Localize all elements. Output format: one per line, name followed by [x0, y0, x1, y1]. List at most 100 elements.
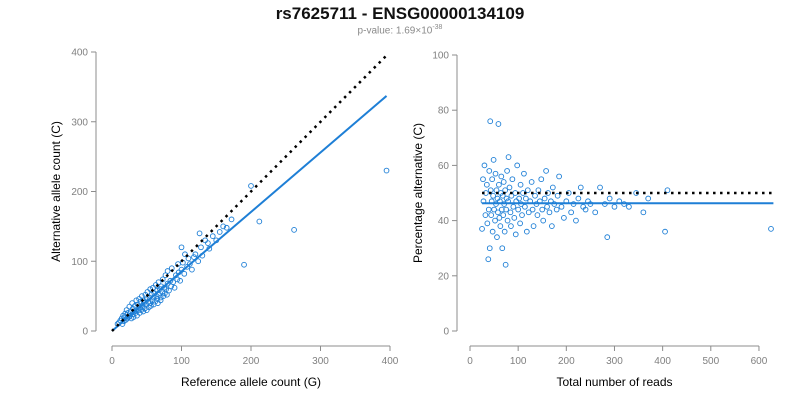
- left-x-tick-label: 300: [312, 356, 329, 367]
- left-y-tick-label: 100: [71, 257, 88, 268]
- left-data-point: [164, 268, 171, 274]
- right-data-point: [544, 203, 550, 210]
- right-data-point: [517, 181, 524, 188]
- right-data-point: [482, 212, 489, 218]
- left-data-point: [383, 167, 390, 174]
- left-y-tick-label: 300: [71, 117, 88, 128]
- right-data-point: [486, 245, 493, 252]
- left-data-point: [177, 277, 183, 284]
- right-data-point: [558, 203, 565, 210]
- right-data-point: [489, 228, 496, 235]
- left-data-point: [256, 218, 263, 225]
- left-y-tick-label: 200: [71, 187, 88, 198]
- left-data-point: [181, 270, 188, 277]
- right-data-point: [498, 206, 505, 213]
- right-x-tick-label: 100: [510, 356, 527, 367]
- right-data-point: [528, 179, 535, 185]
- left-data-point: [157, 294, 164, 301]
- right-data-point: [546, 209, 553, 216]
- left-data-point: [202, 237, 208, 244]
- right-data-point: [592, 209, 599, 216]
- left-data-point: [160, 293, 167, 299]
- right-y-tick-label: 100: [432, 51, 449, 62]
- left-y-tick-label: 400: [71, 48, 88, 59]
- right-data-point: [496, 214, 503, 221]
- right-data-point: [502, 261, 509, 268]
- left-data-point: [205, 240, 211, 246]
- right-data-point: [505, 154, 512, 160]
- right-data-point: [522, 203, 528, 210]
- right-data-point: [496, 181, 502, 188]
- right-data-point: [479, 226, 485, 232]
- right-data-point: [499, 245, 506, 252]
- left-data-point: [189, 266, 195, 273]
- right-data-point: [490, 192, 496, 199]
- right-data-point: [492, 170, 499, 177]
- right-data-point: [662, 228, 668, 235]
- right-y-axis-label: Percentage alternative (C): [411, 123, 425, 263]
- right-data-point: [498, 173, 505, 180]
- right-data-point: [490, 157, 497, 163]
- left-data-point: [163, 286, 170, 293]
- left-data-point: [136, 310, 143, 316]
- right-data-point: [512, 231, 519, 238]
- right-data-point: [530, 223, 537, 229]
- right-data-point: [512, 190, 519, 196]
- right-data-point: [519, 212, 525, 218]
- right-data-point: [517, 220, 523, 227]
- right-x-tick-label: 300: [606, 356, 623, 367]
- right-data-point: [549, 184, 556, 191]
- right-data-point: [524, 187, 531, 194]
- right-x-tick-label: 0: [467, 356, 473, 367]
- right-data-point: [489, 176, 496, 183]
- right-data-point: [626, 203, 632, 210]
- left-x-tick-label: 200: [243, 356, 260, 367]
- right-data-point: [556, 173, 562, 180]
- right-data-point: [525, 209, 532, 216]
- left-data-point: [291, 227, 297, 233]
- right-data-point: [492, 217, 498, 224]
- right-y-tick-label: 40: [438, 216, 450, 227]
- right-data-point: [540, 217, 547, 224]
- left-data-point: [228, 216, 235, 223]
- right-data-point: [577, 184, 584, 191]
- right-data-point: [575, 195, 582, 202]
- right-x-tick-label: 200: [558, 356, 575, 367]
- right-data-point: [554, 192, 561, 199]
- right-data-point: [511, 214, 518, 221]
- right-data-point: [633, 190, 640, 196]
- left-data-point: [140, 308, 147, 315]
- left-data-point: [148, 303, 154, 309]
- right-data-point: [604, 234, 611, 241]
- right-y-tick-label: 60: [438, 161, 450, 172]
- right-data-point: [538, 176, 545, 183]
- right-data-point: [487, 118, 494, 125]
- left-data-point: [178, 244, 185, 251]
- left-data-point: [196, 230, 203, 237]
- right-x-tick-label: 600: [751, 356, 768, 367]
- right-x-tick-label: 400: [654, 356, 671, 367]
- right-x-axis-label: Total number of reads: [556, 375, 672, 389]
- right-y-tick-label: 80: [438, 106, 450, 117]
- left-data-point: [182, 251, 188, 258]
- left-fit-line: [111, 95, 388, 332]
- right-data-point: [582, 206, 589, 213]
- right-data-point: [491, 206, 497, 213]
- right-data-point: [480, 176, 486, 183]
- right-data-point: [523, 195, 529, 202]
- right-data-point: [509, 176, 516, 183]
- right-data-point: [510, 203, 517, 210]
- left-reference-line: [111, 54, 388, 332]
- right-data-point: [523, 228, 530, 235]
- right-data-point: [640, 209, 647, 216]
- left-x-tick-label: 400: [382, 356, 399, 367]
- left-data-point: [223, 224, 230, 231]
- right-data-point: [499, 192, 506, 199]
- right-data-point: [606, 195, 613, 202]
- left-data-point: [195, 258, 202, 265]
- right-data-point: [501, 228, 508, 235]
- right-y-tick-label: 0: [443, 327, 449, 338]
- left-data-point: [171, 284, 178, 291]
- pvalue-exponent: -38: [432, 24, 443, 31]
